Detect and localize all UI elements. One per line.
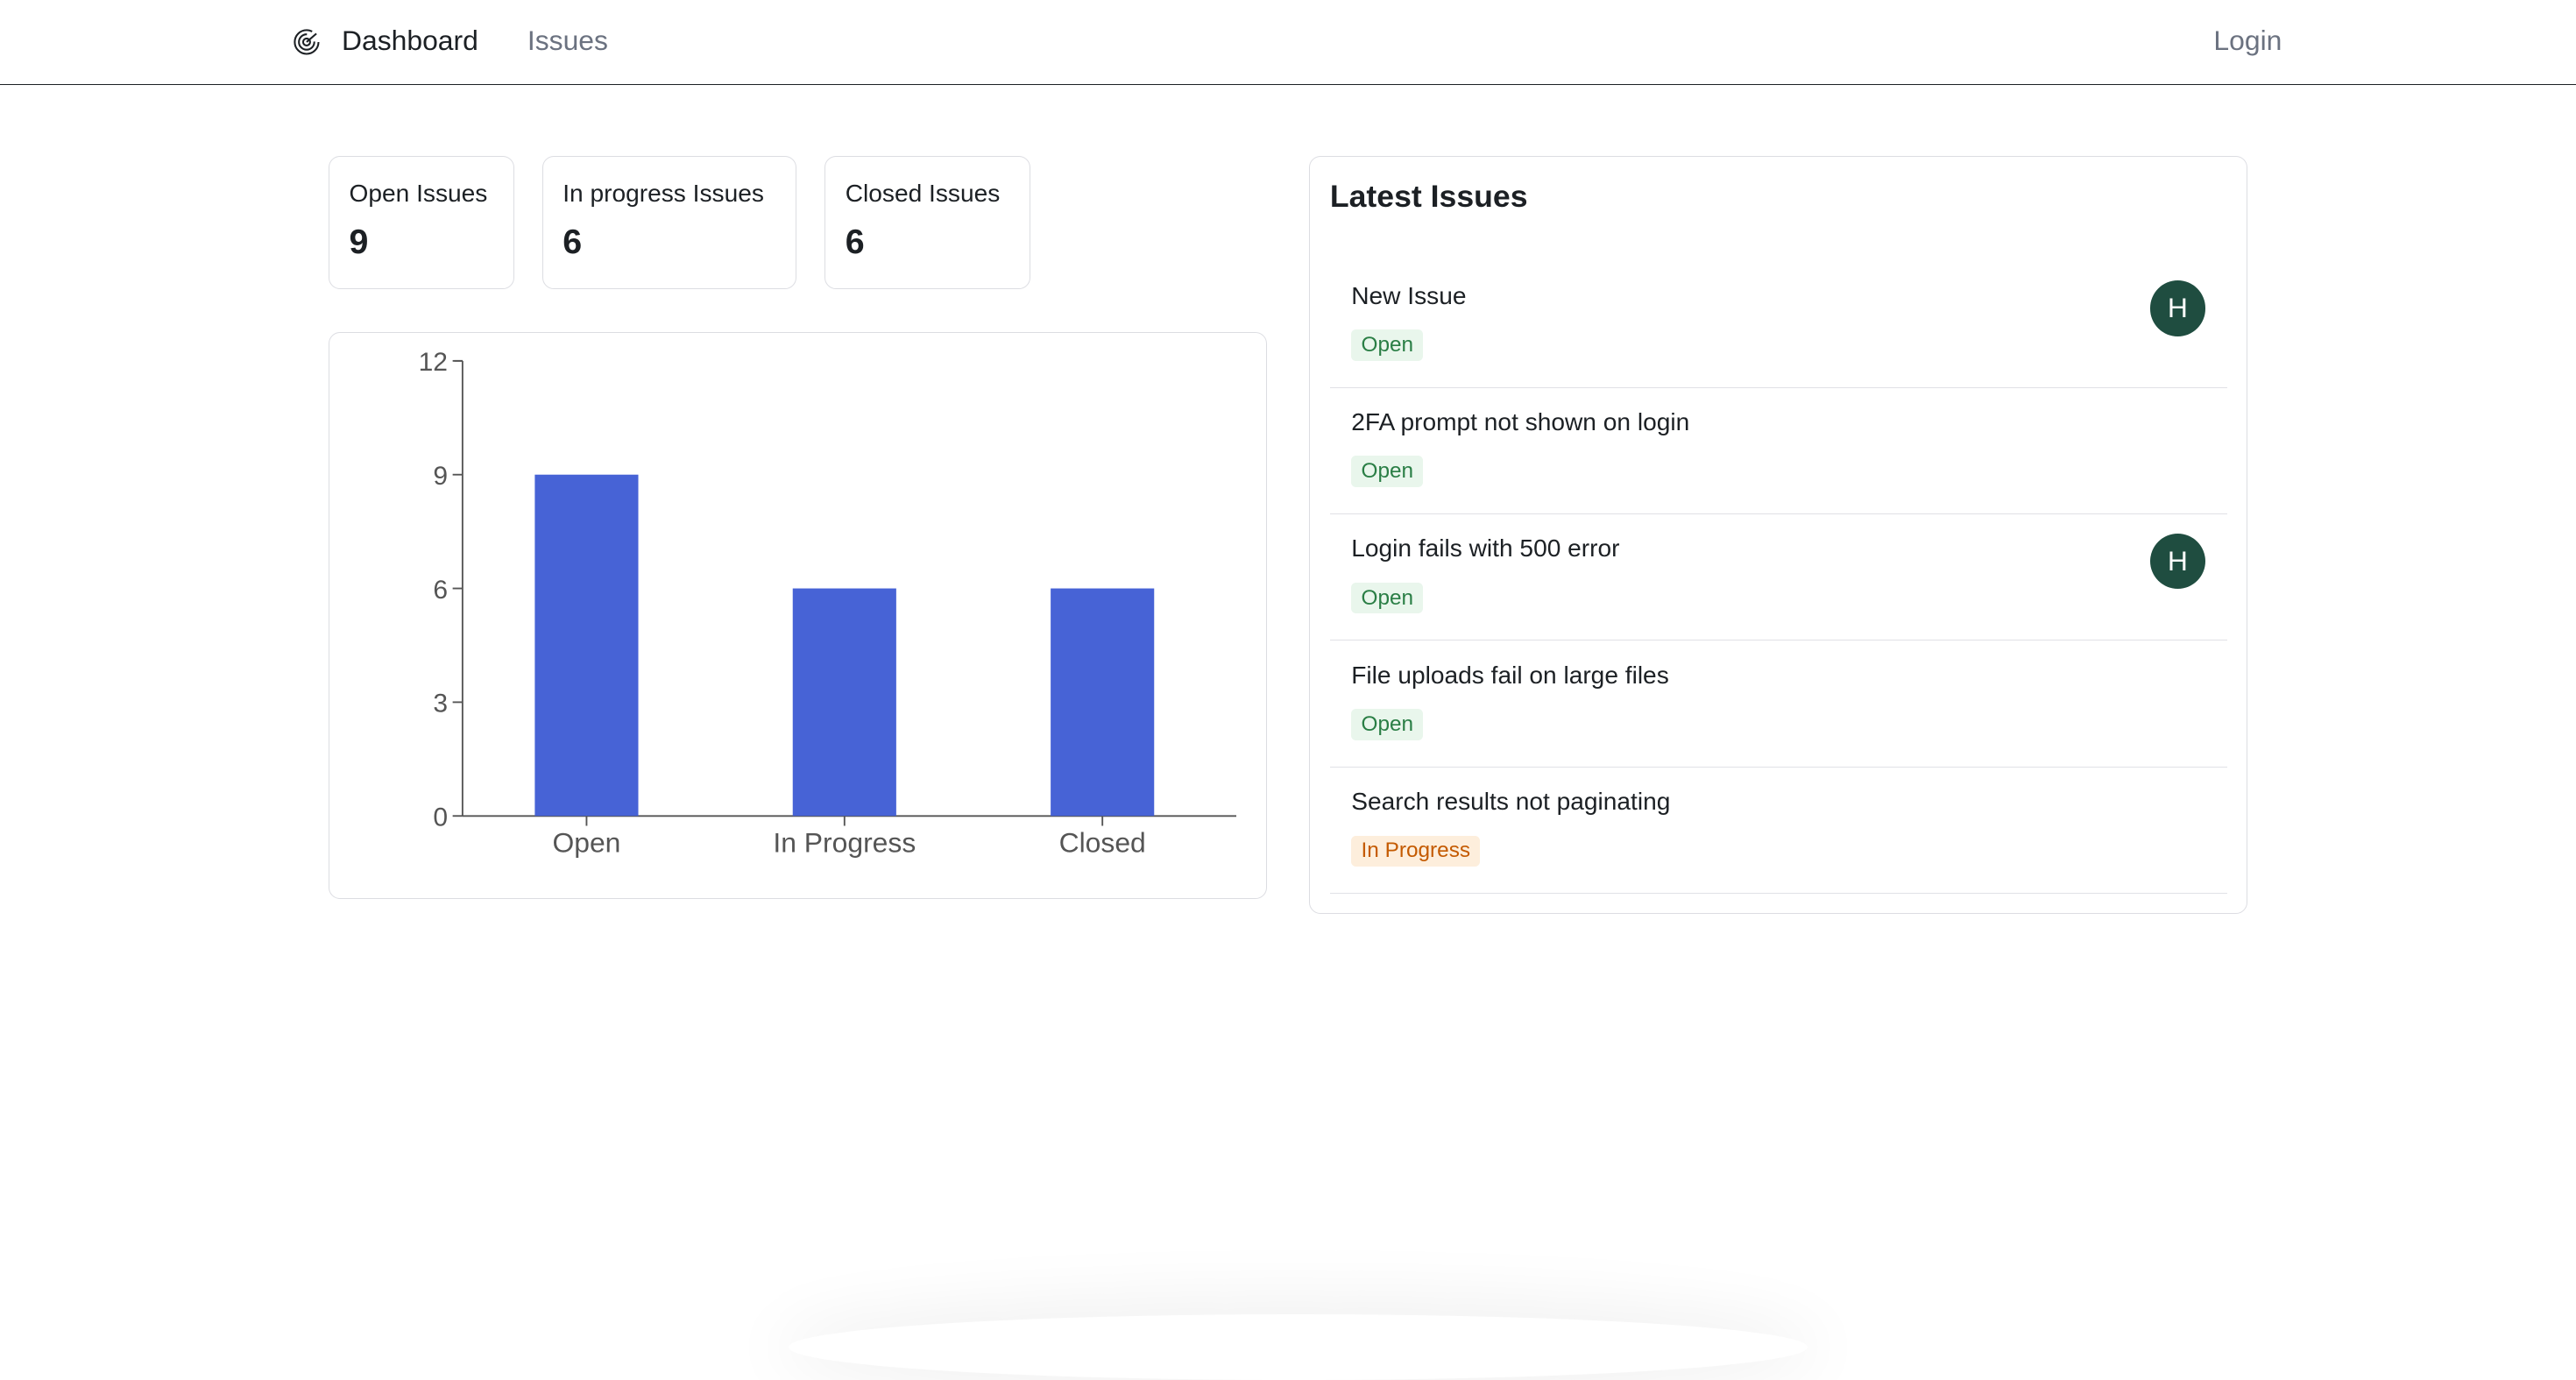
login-link[interactable]: Login <box>2213 25 2282 57</box>
stat-value: 6 <box>563 223 583 262</box>
avatar[interactable]: H <box>2149 533 2206 590</box>
stat-value: 6 <box>845 223 865 262</box>
bar-closed <box>1051 588 1155 816</box>
status-badge: In Progress <box>1351 835 1481 867</box>
in-progress-issues-card[interactable]: In progress Issues 6 <box>541 156 797 289</box>
stat-label: Open Issues <box>349 180 488 208</box>
latest-issues-title: Latest Issues <box>1329 178 1528 214</box>
status-badge: Open <box>1351 456 1424 487</box>
latest-issues-card: Latest Issues New Issue Open H 2FA prompt … <box>1309 156 2247 914</box>
status-badge: Open <box>1351 709 1424 740</box>
issue-row[interactable]: Search results not paginating In Progres… <box>1329 767 2227 895</box>
issue-title-link[interactable]: Search results not paginating <box>1351 788 1671 816</box>
open-issues-card[interactable]: Open Issues 9 <box>329 156 514 289</box>
bottom-shadow <box>789 1314 1808 1380</box>
bar-chart: 0 3 6 9 12 Open In Progress Closed <box>419 348 1236 858</box>
issue-row[interactable]: Login fails with 500 error Open H <box>1329 513 2227 641</box>
issues-chart-card: 0 3 6 9 12 Open In Progress Closed <box>329 331 1267 899</box>
stat-label: Closed Issues <box>845 180 1001 208</box>
status-badge: Open <box>1351 582 1424 614</box>
y-tick-label: 3 <box>433 689 448 718</box>
issue-row[interactable]: File uploads fail on large files Open <box>1329 640 2227 768</box>
issue-title-link[interactable]: Login fails with 500 error <box>1351 534 1620 563</box>
stat-value: 9 <box>349 223 369 262</box>
y-tick-label: 6 <box>433 576 448 605</box>
issue-title-link[interactable]: New Issue <box>1351 281 1467 309</box>
issue-row[interactable]: New Issue Open H <box>1329 260 2227 388</box>
nav-issues-link[interactable]: Issues <box>527 25 608 57</box>
navbar: Dashboard Issues Login <box>0 0 2576 85</box>
x-tick-label: In Progress <box>773 826 916 858</box>
closed-issues-card[interactable]: Closed Issues 6 <box>824 156 1030 289</box>
target-logo-icon[interactable] <box>293 28 321 56</box>
stat-label: In progress Issues <box>563 180 764 208</box>
issue-title-link[interactable]: File uploads fail on large files <box>1351 661 1669 689</box>
x-tick-label: Open <box>552 826 620 858</box>
y-tick-label: 9 <box>433 462 448 491</box>
bar-open <box>534 474 639 816</box>
nav-dashboard-link[interactable]: Dashboard <box>342 25 478 57</box>
y-tick-label: 12 <box>419 348 448 377</box>
status-badge: Open <box>1351 329 1424 361</box>
y-tick-label: 0 <box>433 803 448 832</box>
x-tick-label: Closed <box>1059 826 1146 858</box>
bar-in-progress <box>792 588 896 816</box>
issue-row[interactable]: 2FA prompt not shown on login Open <box>1329 387 2227 514</box>
issue-title-link[interactable]: 2FA prompt not shown on login <box>1351 408 1690 435</box>
avatar[interactable]: H <box>2149 280 2206 336</box>
